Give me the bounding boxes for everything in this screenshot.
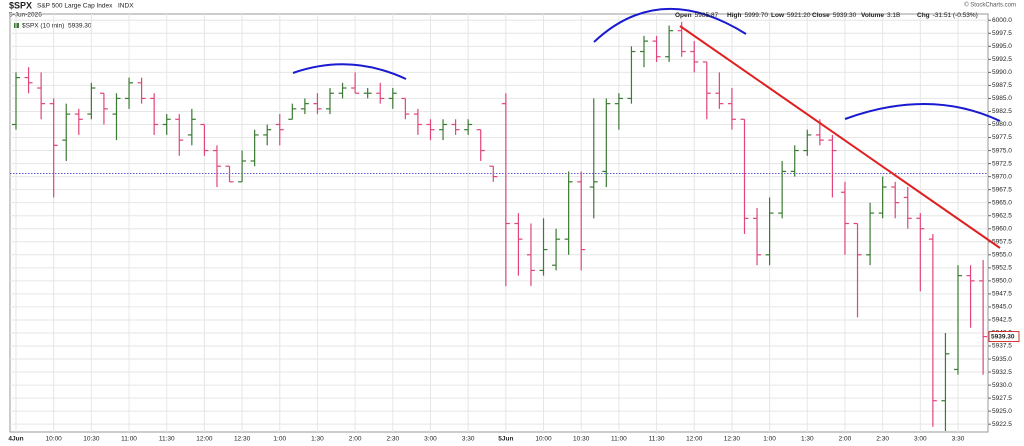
stat-value: 5999.70 (744, 12, 768, 19)
y-tick-label: 5925.0 (992, 408, 1012, 415)
y-tick-label: 5957.5 (992, 238, 1012, 245)
x-tick-label: 10:00 (46, 436, 63, 443)
legend-last: 5939.30 (68, 23, 92, 30)
y-tick-label: 5927.5 (992, 395, 1012, 402)
x-tick-label: 11:30 (649, 436, 665, 443)
arc-annotation (292, 63, 407, 80)
x-tick-label: 11:30 (159, 436, 175, 443)
y-tick-label: 6000.0 (992, 17, 1012, 24)
chart-date: 5-Jun-2026 (9, 12, 42, 19)
y-tick-label: 5930.0 (992, 382, 1012, 389)
y-tick-label: 5950.0 (992, 278, 1012, 285)
stat-value: 3.1B (887, 12, 900, 19)
y-tick-label: 5982.5 (992, 108, 1012, 115)
y-tick-label: 5945.0 (992, 304, 1012, 311)
y-tick-label: 5987.5 (992, 82, 1012, 89)
x-tick-label: 3:30 (462, 436, 475, 443)
stat-label: Open (675, 12, 692, 19)
stat-value: 5921.20 (787, 12, 811, 19)
x-tick-label: 10:00 (535, 436, 552, 443)
y-tick-label: 5985.0 (992, 95, 1012, 102)
y-tick-label: 5937.5 (992, 343, 1012, 350)
x-tick-label: 4Jun (8, 436, 23, 443)
exchange: INDX (118, 3, 134, 10)
x-tick-label: 3:00 (424, 436, 437, 443)
x-tick-label: 12:30 (234, 436, 251, 443)
stat-label: Low (771, 12, 785, 19)
chart-title: $SPX (9, 0, 32, 10)
x-tick-label: 2:00 (839, 436, 852, 443)
y-tick-label: 5997.5 (992, 30, 1012, 37)
y-tick-label: 5952.5 (992, 265, 1012, 272)
x-tick-label: 1:00 (763, 436, 776, 443)
stat-value: 5939.30 (833, 12, 857, 19)
last-price-label: 5939.30 (991, 333, 1015, 340)
x-tick-label: 1:30 (801, 436, 814, 443)
y-tick-label: 5932.5 (992, 369, 1012, 376)
x-tick-label: 5Jun (498, 436, 513, 443)
y-tick-label: 5977.5 (992, 134, 1012, 141)
stat: Volume 3.1B (861, 12, 900, 19)
stat: High 5999.70 (727, 12, 768, 19)
y-tick-label: 5922.5 (992, 421, 1012, 428)
y-tick-label: 5960.0 (992, 225, 1012, 232)
arc-annotation (593, 8, 747, 43)
copyright: © StockCharts.com (964, 2, 1016, 9)
stat: Close 5939.30 (812, 12, 857, 19)
y-tick-label: 5962.5 (992, 212, 1012, 219)
y-tick-label: 5995.0 (992, 43, 1012, 50)
x-tick-label: 1:00 (273, 436, 286, 443)
y-tick-label: 5970.0 (992, 173, 1012, 180)
arc-annotation (844, 103, 1001, 122)
y-tick-label: 5990.0 (992, 69, 1012, 76)
x-tick-label: 3:00 (914, 436, 927, 443)
y-tick-label: 5947.5 (992, 291, 1012, 298)
stat: Open 5985.87 (675, 12, 719, 19)
y-tick-label: 5972.5 (992, 160, 1012, 167)
y-tick-label: 5980.0 (992, 121, 1012, 128)
x-tick-label: 10:30 (83, 436, 100, 443)
x-tick-label: 2:00 (349, 436, 362, 443)
legend-label: $SPX (10 min) (22, 23, 64, 30)
y-tick-label: 5965.0 (992, 199, 1012, 206)
x-tick-label: 10:30 (573, 436, 590, 443)
x-tick-label: 1:30 (311, 436, 324, 443)
stat-value: 5985.87 (695, 12, 719, 19)
stat: Low 5921.20 (771, 12, 811, 19)
y-tick-label: 5975.0 (992, 147, 1012, 154)
x-tick-label: 2:30 (876, 436, 889, 443)
last-price-box (988, 331, 1020, 343)
x-tick-label: 12:00 (686, 436, 703, 443)
trend-line (679, 25, 1001, 249)
y-tick-label: 5967.5 (992, 186, 1012, 193)
stat-label: Chg (917, 12, 930, 19)
x-tick-label: 2:30 (386, 436, 399, 443)
x-tick-label: 12:00 (196, 436, 213, 443)
x-tick-label: 12:30 (724, 436, 741, 443)
y-tick-label: 5992.5 (992, 56, 1012, 63)
stat-label: Close (812, 12, 830, 19)
stat-label: Volume (861, 12, 884, 19)
plot-frame (9, 13, 989, 433)
stat: Chg -31.51 (-0.53%) (917, 12, 978, 19)
stat-label: High (727, 12, 741, 19)
y-tick-label: 5955.0 (992, 252, 1012, 259)
y-tick-label: 5942.5 (992, 317, 1012, 324)
x-tick-label: 11:00 (611, 436, 627, 443)
chart-subtitle: S&P 500 Large Cap Index (37, 3, 113, 10)
y-tick-label: 5935.0 (992, 356, 1012, 363)
x-tick-label: 3:30 (952, 436, 965, 443)
stat-value: -31.51 (-0.53%) (933, 12, 978, 19)
x-tick-label: 11:00 (121, 436, 137, 443)
